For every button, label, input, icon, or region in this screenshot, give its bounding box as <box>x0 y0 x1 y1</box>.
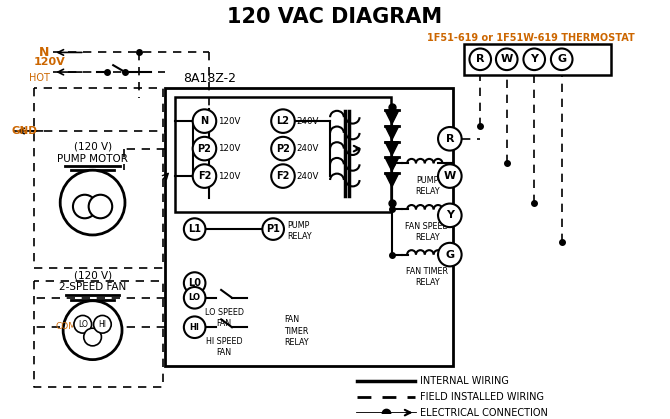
Text: 240V: 240V <box>297 144 319 153</box>
Circle shape <box>438 243 462 266</box>
Text: PUMP MOTOR: PUMP MOTOR <box>57 153 128 163</box>
Text: HOT: HOT <box>29 73 50 83</box>
Circle shape <box>184 316 206 338</box>
Text: 8A18Z-2: 8A18Z-2 <box>183 72 236 85</box>
Text: FAN
TIMER
RELAY: FAN TIMER RELAY <box>284 316 309 347</box>
Circle shape <box>63 301 122 360</box>
Bar <box>464 44 611 75</box>
Text: FAN SPEED
RELAY: FAN SPEED RELAY <box>405 222 449 242</box>
Circle shape <box>470 49 491 70</box>
Text: 240V: 240V <box>297 172 319 181</box>
Circle shape <box>263 218 284 240</box>
Text: P1: P1 <box>266 224 280 234</box>
Text: LO: LO <box>189 293 200 302</box>
Text: 2-SPEED FAN: 2-SPEED FAN <box>59 282 126 292</box>
Text: HI SPEED
FAN: HI SPEED FAN <box>206 337 243 357</box>
Text: N: N <box>200 116 208 126</box>
Text: P2: P2 <box>198 144 212 154</box>
Text: R: R <box>446 134 454 144</box>
Circle shape <box>523 49 545 70</box>
Text: COM: COM <box>56 322 76 331</box>
Text: 120V: 120V <box>34 57 66 67</box>
Text: G: G <box>446 250 454 260</box>
Text: R: R <box>476 54 484 64</box>
Text: (120 V): (120 V) <box>74 142 112 152</box>
Text: P2: P2 <box>276 144 290 154</box>
Circle shape <box>193 137 216 160</box>
Text: Y: Y <box>530 54 538 64</box>
Circle shape <box>271 164 295 188</box>
Polygon shape <box>385 126 399 140</box>
Text: ELECTRICAL CONNECTION: ELECTRICAL CONNECTION <box>420 408 548 418</box>
Polygon shape <box>385 173 399 187</box>
Text: L2: L2 <box>277 116 289 126</box>
Polygon shape <box>385 158 399 171</box>
Text: 120V: 120V <box>218 116 241 126</box>
Circle shape <box>438 127 462 150</box>
Text: FAN TIMER
RELAY: FAN TIMER RELAY <box>406 267 448 287</box>
Text: LO SPEED
FAN: LO SPEED FAN <box>204 308 244 328</box>
Text: 1F51-619 or 1F51W-619 THERMOSTAT: 1F51-619 or 1F51W-619 THERMOSTAT <box>427 33 635 43</box>
Polygon shape <box>385 142 399 155</box>
Text: (120 V): (120 V) <box>74 270 112 280</box>
Text: HI: HI <box>98 320 107 329</box>
Circle shape <box>496 49 517 70</box>
Circle shape <box>88 195 112 218</box>
Text: 240V: 240V <box>297 116 319 126</box>
Circle shape <box>271 109 295 133</box>
Circle shape <box>84 328 101 346</box>
Text: PUMP
RELAY: PUMP RELAY <box>287 221 312 241</box>
Circle shape <box>73 195 96 218</box>
Circle shape <box>193 109 216 133</box>
Circle shape <box>60 170 125 235</box>
Circle shape <box>184 287 206 308</box>
Circle shape <box>271 137 295 160</box>
Text: 120V: 120V <box>218 144 241 153</box>
Text: F2: F2 <box>198 171 211 181</box>
Text: Y: Y <box>446 210 454 220</box>
Circle shape <box>551 49 572 70</box>
Circle shape <box>438 164 462 188</box>
Text: LO: LO <box>78 320 88 329</box>
Text: FIELD INSTALLED WIRING: FIELD INSTALLED WIRING <box>420 392 545 402</box>
Polygon shape <box>385 110 399 124</box>
Circle shape <box>438 204 462 227</box>
Circle shape <box>94 316 111 333</box>
Text: L1: L1 <box>188 224 201 234</box>
Text: G: G <box>557 54 566 64</box>
Circle shape <box>184 218 206 240</box>
Text: W: W <box>444 171 456 181</box>
Bar <box>165 88 453 367</box>
Text: N: N <box>39 46 50 59</box>
Text: GND: GND <box>11 126 37 136</box>
Bar <box>175 97 391 212</box>
Text: PUMP
RELAY: PUMP RELAY <box>415 176 440 196</box>
Text: 120 VAC DIAGRAM: 120 VAC DIAGRAM <box>227 7 443 27</box>
Circle shape <box>74 316 92 333</box>
Text: L0: L0 <box>188 278 201 288</box>
Circle shape <box>193 164 216 188</box>
Text: HI: HI <box>190 323 200 332</box>
Text: W: W <box>500 54 513 64</box>
Circle shape <box>184 272 206 294</box>
Text: INTERNAL WIRING: INTERNAL WIRING <box>420 376 509 386</box>
Text: F2: F2 <box>276 171 289 181</box>
Text: 120V: 120V <box>218 172 241 181</box>
